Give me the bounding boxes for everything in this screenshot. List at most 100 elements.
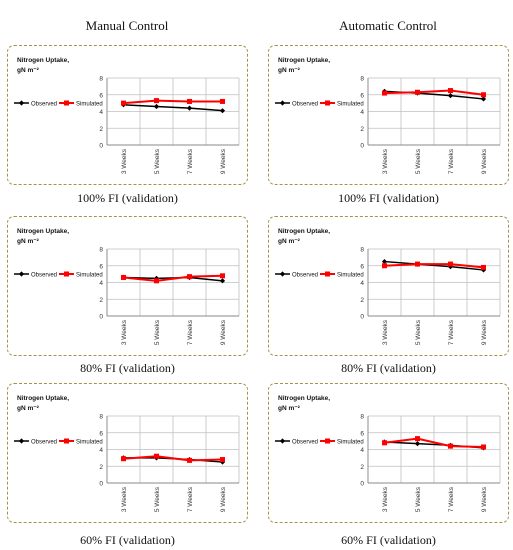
x-tick-label: 5 Weeks: [154, 486, 161, 512]
y-tick-label: 0: [99, 314, 103, 321]
simulated-point: [187, 457, 192, 463]
y-tick-label: 6: [360, 263, 364, 270]
x-tick-label: 7 Weeks: [448, 319, 455, 345]
y-axis-unit: gN m⁻²: [17, 405, 40, 412]
chart-svg: 0 2 4 6 8 3 Weeks 5 Weeks 7 Weeks 9 Weeks Nitroge…: [275, 395, 501, 512]
x-tick-label: 9 Weeks: [481, 486, 488, 512]
observed-point: [153, 275, 160, 281]
y-tick-label: 8: [360, 414, 364, 421]
y-tick-label: 8: [99, 247, 103, 254]
simulated-point: [448, 261, 453, 267]
x-tick-label: 9 Weeks: [481, 319, 488, 345]
chart-panel-4: 0 2 4 6 8 3 Weeks 5 Weeks 7 Weeks 9 Weeks Nitroge…: [268, 216, 509, 356]
y-axis-unit: gN m⁻²: [278, 405, 301, 412]
x-tick-label: 7 Weeks: [187, 319, 194, 345]
panel-caption: 100% FI (validation): [77, 191, 178, 205]
simulated-point: [220, 457, 225, 463]
series-line-simulated: [123, 274, 223, 282]
legend-marker-observed: [279, 438, 286, 444]
y-tick-label: 2: [99, 126, 103, 133]
simulated-point: [481, 92, 486, 98]
simulated-point: [154, 278, 159, 284]
panel-caption: 60% FI (validation): [80, 533, 175, 547]
y-tick-label: 2: [360, 126, 364, 133]
y-tick-label: 0: [360, 314, 364, 321]
y-tick-label: 4: [99, 109, 103, 116]
legend-label-observed: Observed: [292, 101, 318, 107]
y-tick-label: 8: [360, 76, 364, 83]
chart-panel-1: 0 2 4 6 8 3 Weeks 5 Weeks 7 Weeks 9 Weeks Nitroge…: [7, 45, 248, 185]
legend-label-observed: Observed: [292, 272, 318, 278]
observed-point: [447, 263, 454, 270]
legend-marker-simulated: [64, 100, 69, 106]
x-tick-label: 5 Weeks: [415, 486, 422, 512]
chart-panel-6: 0 2 4 6 8 3 Weeks 5 Weeks 7 Weeks 9 Weeks Nitroge…: [268, 383, 509, 523]
legend-marker-simulated: [325, 100, 330, 106]
legend-marker-simulated: [325, 271, 330, 277]
x-tick-label: 7 Weeks: [448, 148, 455, 174]
chart-frame: [7, 45, 248, 185]
x-tick-label: 3 Weeks: [382, 486, 389, 512]
y-tick-label: 2: [360, 297, 364, 304]
x-tick-label: 5 Weeks: [415, 319, 422, 345]
y-tick-label: 8: [99, 414, 103, 421]
x-tick-label: 9 Weeks: [220, 486, 227, 512]
series-line-simulated: [384, 437, 484, 448]
chart-frame: [268, 383, 509, 523]
chart-panel-3: 0 2 4 6 8 3 Weeks 5 Weeks 7 Weeks 9 Weeks Nitroge…: [7, 216, 248, 356]
y-tick-label: 0: [360, 143, 364, 150]
x-tick-label: 7 Weeks: [448, 486, 455, 512]
simulated-point: [121, 274, 126, 280]
x-tick-label: 9 Weeks: [220, 148, 227, 174]
y-axis-unit: gN m⁻²: [17, 67, 40, 74]
y-tick-label: 0: [99, 143, 103, 150]
chart-svg: 0 2 4 6 8 3 Weeks 5 Weeks 7 Weeks 9 Weeks Nitroge…: [275, 228, 501, 345]
observed-point: [381, 258, 388, 265]
legend-label-simulated: Simulated: [76, 272, 103, 278]
header-manual-control: Manual Control: [85, 18, 169, 33]
simulated-point: [481, 444, 486, 450]
chart-svg: 0 2 4 6 8 3 Weeks 5 Weeks 7 Weeks 9 Weeks Nitroge…: [14, 395, 240, 512]
chart-svg: 0 2 4 6 8 3 Weeks 5 Weeks 7 Weeks 9 Weeks Nitroge…: [14, 57, 240, 174]
x-tick-label: 5 Weeks: [154, 148, 161, 174]
simulated-point: [382, 440, 387, 446]
series-line-observed: [123, 104, 223, 112]
simulated-point: [187, 274, 192, 280]
chart-frame: [7, 216, 248, 356]
x-tick-label: 5 Weeks: [415, 148, 422, 174]
simulated-point: [220, 98, 225, 104]
chart-svg: 0 2 4 6 8 3 Weeks 5 Weeks 7 Weeks 9 Weeks Nitroge…: [14, 228, 240, 345]
observed-point: [414, 441, 421, 447]
simulated-point: [415, 89, 420, 95]
legend-marker-simulated: [325, 438, 330, 444]
series-line-simulated: [384, 89, 484, 96]
y-tick-label: 0: [99, 481, 103, 488]
observed-point: [480, 96, 487, 102]
y-tick-label: 4: [360, 280, 364, 287]
simulated-point: [121, 100, 126, 106]
x-tick-label: 9 Weeks: [220, 319, 227, 345]
simulated-point: [448, 443, 453, 449]
legend-label-observed: Observed: [31, 272, 57, 278]
y-tick-label: 6: [360, 430, 364, 437]
y-axis-unit: gN m⁻²: [17, 238, 40, 245]
legend-label-simulated: Simulated: [76, 439, 103, 445]
y-tick-label: 2: [99, 464, 103, 471]
chart-frame: [7, 383, 248, 523]
simulated-point: [415, 436, 420, 442]
observed-point: [153, 103, 160, 110]
x-tick-label: 3 Weeks: [382, 148, 389, 174]
legend-marker-observed: [18, 100, 25, 106]
legend-marker-observed: [18, 438, 25, 444]
y-axis-label: Nitrogen Uptake,: [278, 57, 330, 64]
y-axis-label: Nitrogen Uptake,: [17, 228, 69, 235]
y-axis-label: Nitrogen Uptake,: [278, 228, 330, 235]
legend-label-simulated: Simulated: [76, 101, 103, 107]
y-axis-label: Nitrogen Uptake,: [17, 57, 69, 64]
y-tick-label: 4: [99, 280, 103, 287]
simulated-point: [220, 273, 225, 279]
y-tick-label: 0: [360, 481, 364, 488]
panel-caption: 80% FI (validation): [80, 361, 175, 375]
legend-label-simulated: Simulated: [337, 101, 364, 107]
chart-frame: [268, 216, 509, 356]
